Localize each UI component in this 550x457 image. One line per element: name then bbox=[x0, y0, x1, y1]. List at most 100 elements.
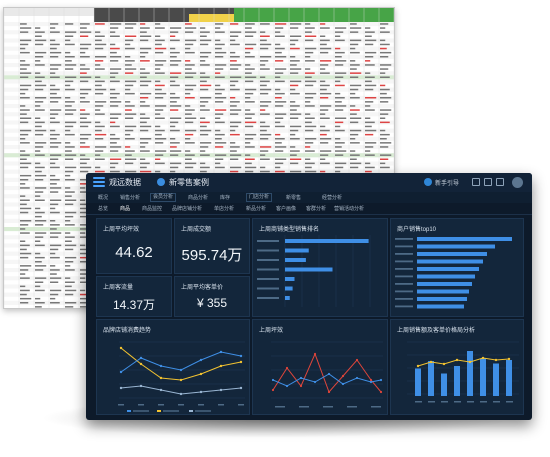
sheet-cell-text bbox=[200, 84, 212, 87]
sheet-cell-text bbox=[185, 92, 191, 95]
sheet-cell-text bbox=[305, 39, 314, 42]
sheet-cell-text bbox=[125, 68, 137, 70]
sheet-cell-text bbox=[35, 51, 47, 54]
sheet-cell-text bbox=[335, 150, 347, 152]
sheet-cell-text bbox=[230, 64, 242, 66]
kpi-card: 上周客流量 14.37万 bbox=[96, 276, 172, 317]
nav-item[interactable]: 商品监控 bbox=[142, 206, 163, 212]
sheet-cell-text bbox=[35, 154, 45, 156]
nav-item[interactable]: 单店分析 bbox=[214, 206, 235, 212]
sheet-cell-text bbox=[185, 97, 195, 99]
sheet-cell-text bbox=[200, 35, 207, 37]
sheet-cell-text bbox=[305, 47, 317, 50]
pingxiao-point bbox=[327, 372, 331, 376]
sheet-cell-text bbox=[65, 285, 72, 288]
sheet-cell-text bbox=[185, 31, 194, 33]
nav-item[interactable]: 新品分析 bbox=[246, 206, 267, 212]
combo-point bbox=[442, 362, 446, 366]
sheet-cell-text bbox=[110, 133, 116, 136]
sheet-cell-text bbox=[95, 35, 105, 37]
trend-chart bbox=[118, 341, 245, 412]
sheet-cell-text bbox=[125, 170, 137, 173]
sheet-cell-text bbox=[35, 27, 41, 29]
sheet-cell-text bbox=[155, 129, 165, 132]
sheet-cell-text bbox=[305, 60, 315, 62]
sheet-cell-text bbox=[290, 47, 300, 50]
sheet-cell-text bbox=[230, 170, 239, 173]
sheet-cell-text bbox=[185, 109, 195, 111]
sheet-cell-text bbox=[365, 60, 371, 62]
trend-point bbox=[159, 376, 163, 380]
nav-item[interactable]: 经营分析 bbox=[322, 195, 343, 201]
sheet-cell-text bbox=[80, 76, 92, 78]
sheet-cell-text bbox=[65, 133, 75, 136]
tab-title[interactable]: 新零售案例 bbox=[169, 178, 209, 187]
sheet-cell-text bbox=[230, 76, 242, 78]
nav-item[interactable]: 营销活动分析 bbox=[334, 206, 365, 212]
top10-chart bbox=[395, 237, 512, 309]
sheet-cell-text bbox=[230, 68, 239, 70]
sheet-cell-text bbox=[65, 174, 71, 177]
nav-item[interactable]: 会员分析 bbox=[150, 193, 177, 202]
nav-item[interactable]: 门店分析 bbox=[246, 193, 273, 202]
guide-icon[interactable] bbox=[424, 178, 432, 186]
sheet-cell-text bbox=[125, 117, 134, 119]
sheet-cell-text bbox=[110, 51, 117, 54]
pingxiao-point bbox=[379, 390, 383, 394]
combo-tick-label bbox=[441, 401, 448, 403]
nav-item[interactable]: 新零售 bbox=[286, 195, 302, 201]
sheet-cell-text bbox=[290, 92, 300, 95]
sheet-cell-text bbox=[245, 158, 255, 160]
sheet-cell-text bbox=[50, 252, 56, 255]
sheet-cell-text bbox=[155, 109, 164, 111]
nav-item[interactable]: 销售分析 bbox=[120, 195, 141, 201]
sheet-cell-text bbox=[50, 39, 56, 42]
nav-item[interactable]: 概况 bbox=[98, 195, 109, 201]
sheet-cell-text bbox=[50, 56, 59, 58]
nav-item[interactable]: 品牌店铺分析 bbox=[172, 206, 203, 212]
sheet-cell-text bbox=[305, 51, 314, 54]
apps-icon[interactable] bbox=[496, 178, 504, 186]
trend-tick-label bbox=[218, 404, 224, 406]
sheet-cell-text bbox=[155, 125, 161, 128]
sheet-cell-text bbox=[20, 39, 32, 42]
sheet-cell-text bbox=[200, 97, 212, 99]
sheet-cell-text bbox=[125, 56, 131, 58]
nav-item[interactable]: 总览 bbox=[98, 206, 109, 212]
sheet-cell-text bbox=[200, 150, 206, 152]
sheet-cell-text bbox=[65, 35, 74, 37]
sheet-cell-text bbox=[35, 187, 47, 189]
sheet-cell-text bbox=[380, 129, 386, 132]
nav-item-active[interactable]: 商品 bbox=[120, 206, 131, 212]
grid-icon[interactable] bbox=[484, 178, 492, 186]
sheet-cell-text bbox=[350, 72, 362, 74]
sheet-cell-text bbox=[290, 39, 299, 42]
sheet-cell-text bbox=[50, 203, 59, 206]
nav-item[interactable]: 客户画像 bbox=[276, 206, 297, 212]
sheet-cell-text bbox=[335, 47, 341, 50]
sheet-cell-text bbox=[245, 56, 255, 58]
sheet-cell-text bbox=[305, 150, 315, 152]
sheet-cell-text bbox=[260, 125, 270, 128]
sheet-cell-text bbox=[20, 199, 30, 201]
sheet-cell-text bbox=[215, 101, 224, 103]
nav-item[interactable]: 商品分析 bbox=[188, 195, 209, 201]
sheet-cell-text bbox=[155, 80, 161, 83]
sheet-cell-text bbox=[170, 60, 182, 62]
sheet-cell-text bbox=[275, 51, 282, 54]
pingxiao-point bbox=[369, 380, 373, 384]
nav-item[interactable]: 客群分析 bbox=[306, 206, 327, 212]
avatar[interactable] bbox=[512, 177, 523, 188]
sheet-cell-text bbox=[170, 76, 179, 78]
trend-series-line bbox=[120, 385, 242, 395]
primary-nav: 概况 销售分析 会员分析 商品分析 库存 门店分析 新零售 经营分析 bbox=[86, 192, 532, 203]
sheet-cell-text bbox=[290, 80, 302, 83]
sheet-cell-text bbox=[230, 51, 236, 54]
sheet-cell-text bbox=[155, 170, 161, 173]
sheet-cell-text bbox=[335, 138, 341, 140]
bookmark-icon[interactable] bbox=[472, 178, 480, 186]
nav-item[interactable]: 库存 bbox=[220, 195, 231, 201]
sheet-cell-text bbox=[80, 199, 86, 201]
guide-link[interactable]: 新手引导 bbox=[435, 181, 460, 187]
sheet-cell-text bbox=[35, 121, 45, 124]
